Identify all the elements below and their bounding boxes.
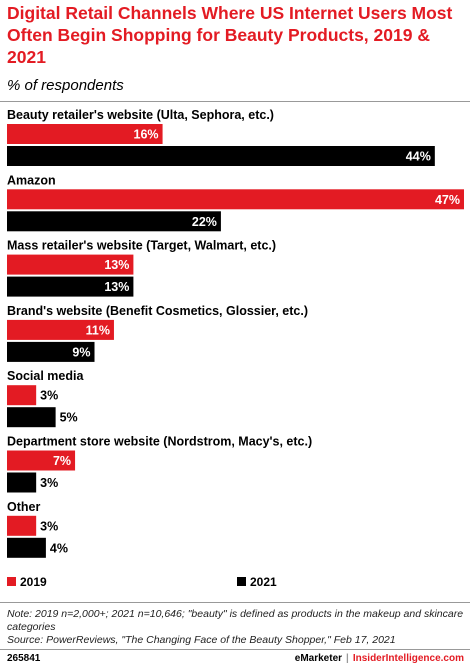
bar-2021: [7, 276, 134, 297]
legend-swatch-2021: [237, 577, 246, 587]
bar-2021: [7, 472, 37, 493]
category-label: Brand's website (Benefit Cosmetics, Glos…: [7, 304, 308, 318]
value-label-2021: 13%: [104, 280, 129, 294]
chart-subtitle: % of respondents: [7, 77, 124, 94]
bar-2019: [7, 450, 76, 471]
value-label-2021: 44%: [406, 150, 431, 164]
bar-2019: [7, 319, 114, 340]
note-text: Note: 2019 n=2,000+; 2021 n=10,646; "bea…: [7, 608, 464, 633]
brand-separator: |: [346, 653, 349, 664]
bar-2021: [7, 341, 95, 362]
value-label-2019: 7%: [53, 454, 71, 468]
bar-2019: [7, 385, 37, 406]
legend-swatch-2019: [7, 577, 16, 587]
footnote: Note: 2019 n=2,000+; 2021 n=10,646; "bea…: [7, 608, 467, 647]
value-label-2019: 16%: [134, 128, 159, 142]
chart-id: 265841: [7, 653, 41, 664]
bar-2021: [7, 537, 46, 558]
footer-divider: [0, 602, 470, 603]
value-label-2021: 5%: [60, 411, 78, 425]
bottom-divider: [0, 649, 470, 650]
category-label: Social media: [7, 369, 84, 383]
bar-2019: [7, 254, 134, 275]
value-label-2021: 9%: [72, 345, 90, 359]
bar-2019: [7, 515, 37, 536]
brand-emarketer: eMarketer: [294, 653, 343, 664]
bar-2019: [7, 189, 464, 210]
brand-insider-intelligence: InsiderIntelligence.com: [352, 653, 464, 664]
value-label-2019: 3%: [40, 389, 58, 403]
value-label-2021: 4%: [50, 541, 68, 555]
legend-item-2019: 2019: [7, 575, 47, 589]
bar-2021: [7, 211, 221, 232]
legend-label-2019: 2019: [20, 575, 47, 589]
category-label: Other: [7, 500, 40, 514]
bar-2019: [7, 124, 163, 144]
legend-label-2021: 2021: [250, 575, 277, 589]
category-label: Beauty retailer's website (Ulta, Sephora…: [7, 108, 274, 122]
value-label-2019: 13%: [104, 258, 129, 272]
value-label-2019: 47%: [435, 193, 460, 207]
bar-2021: [7, 146, 435, 166]
bar-chart: Beauty retailer's website (Ulta, Sephora…: [7, 108, 464, 558]
category-label: Department store website (Nordstrom, Mac…: [7, 435, 312, 449]
bar-2021: [7, 407, 56, 428]
value-label-2021: 22%: [192, 215, 217, 229]
top-divider: [0, 101, 470, 102]
chart-title: Digital Retail Channels Where US Interne…: [7, 3, 453, 67]
value-label-2019: 3%: [40, 519, 58, 533]
category-label: Mass retailer's website (Target, Walmart…: [7, 239, 276, 253]
value-label-2019: 11%: [86, 323, 110, 337]
legend-item-2021: 2021: [237, 575, 277, 589]
category-label: Amazon: [7, 173, 56, 187]
source-text: Source: PowerReviews, "The Changing Face…: [7, 634, 396, 646]
footer-brand: eMarketer | InsiderIntelligence.com: [295, 653, 464, 664]
value-label-2021: 3%: [40, 476, 58, 490]
